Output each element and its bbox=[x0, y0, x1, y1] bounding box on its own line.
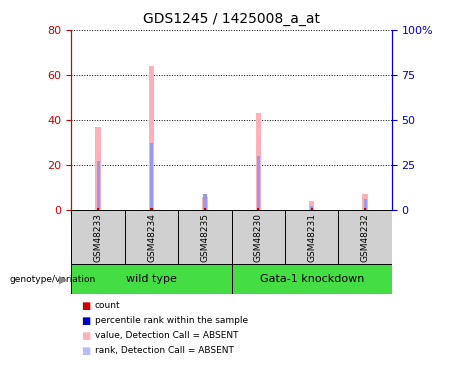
Bar bbox=[203, 194, 207, 210]
Bar bbox=[150, 142, 153, 210]
Bar bbox=[257, 156, 260, 210]
Bar bbox=[285, 210, 338, 264]
Bar bbox=[202, 196, 207, 210]
Bar bbox=[364, 199, 367, 210]
Bar bbox=[71, 210, 125, 264]
Bar bbox=[204, 208, 206, 210]
Text: value, Detection Call = ABSENT: value, Detection Call = ABSENT bbox=[95, 331, 238, 340]
Bar bbox=[231, 210, 285, 264]
Bar bbox=[338, 210, 392, 264]
Bar bbox=[256, 113, 261, 210]
Bar bbox=[150, 208, 153, 210]
Text: Gata-1 knockdown: Gata-1 knockdown bbox=[260, 274, 364, 284]
Bar bbox=[310, 206, 313, 210]
Bar bbox=[178, 210, 231, 264]
Text: ■: ■ bbox=[81, 331, 90, 340]
Bar bbox=[362, 194, 368, 210]
Text: ▶: ▶ bbox=[59, 274, 68, 284]
Bar bbox=[125, 210, 178, 264]
Text: GSM48233: GSM48233 bbox=[94, 213, 103, 262]
Bar bbox=[231, 264, 392, 294]
Text: ■: ■ bbox=[81, 346, 90, 355]
Text: percentile rank within the sample: percentile rank within the sample bbox=[95, 316, 248, 325]
Text: GSM48234: GSM48234 bbox=[147, 213, 156, 262]
Text: wild type: wild type bbox=[126, 274, 177, 284]
Text: GSM48232: GSM48232 bbox=[361, 213, 370, 262]
Text: GSM48230: GSM48230 bbox=[254, 213, 263, 262]
Bar bbox=[149, 66, 154, 210]
Text: rank, Detection Call = ABSENT: rank, Detection Call = ABSENT bbox=[95, 346, 233, 355]
Bar bbox=[364, 208, 366, 210]
Bar bbox=[71, 264, 231, 294]
Text: genotype/variation: genotype/variation bbox=[9, 275, 95, 284]
Text: count: count bbox=[95, 301, 120, 310]
Bar bbox=[309, 201, 314, 210]
Text: GSM48231: GSM48231 bbox=[307, 213, 316, 262]
Text: GSM48235: GSM48235 bbox=[201, 213, 209, 262]
Bar bbox=[95, 127, 101, 210]
Bar bbox=[311, 208, 313, 210]
Text: ■: ■ bbox=[81, 301, 90, 310]
Title: GDS1245 / 1425008_a_at: GDS1245 / 1425008_a_at bbox=[143, 12, 320, 26]
Bar bbox=[257, 208, 260, 210]
Bar bbox=[96, 160, 100, 210]
Bar bbox=[97, 208, 99, 210]
Text: ■: ■ bbox=[81, 316, 90, 326]
